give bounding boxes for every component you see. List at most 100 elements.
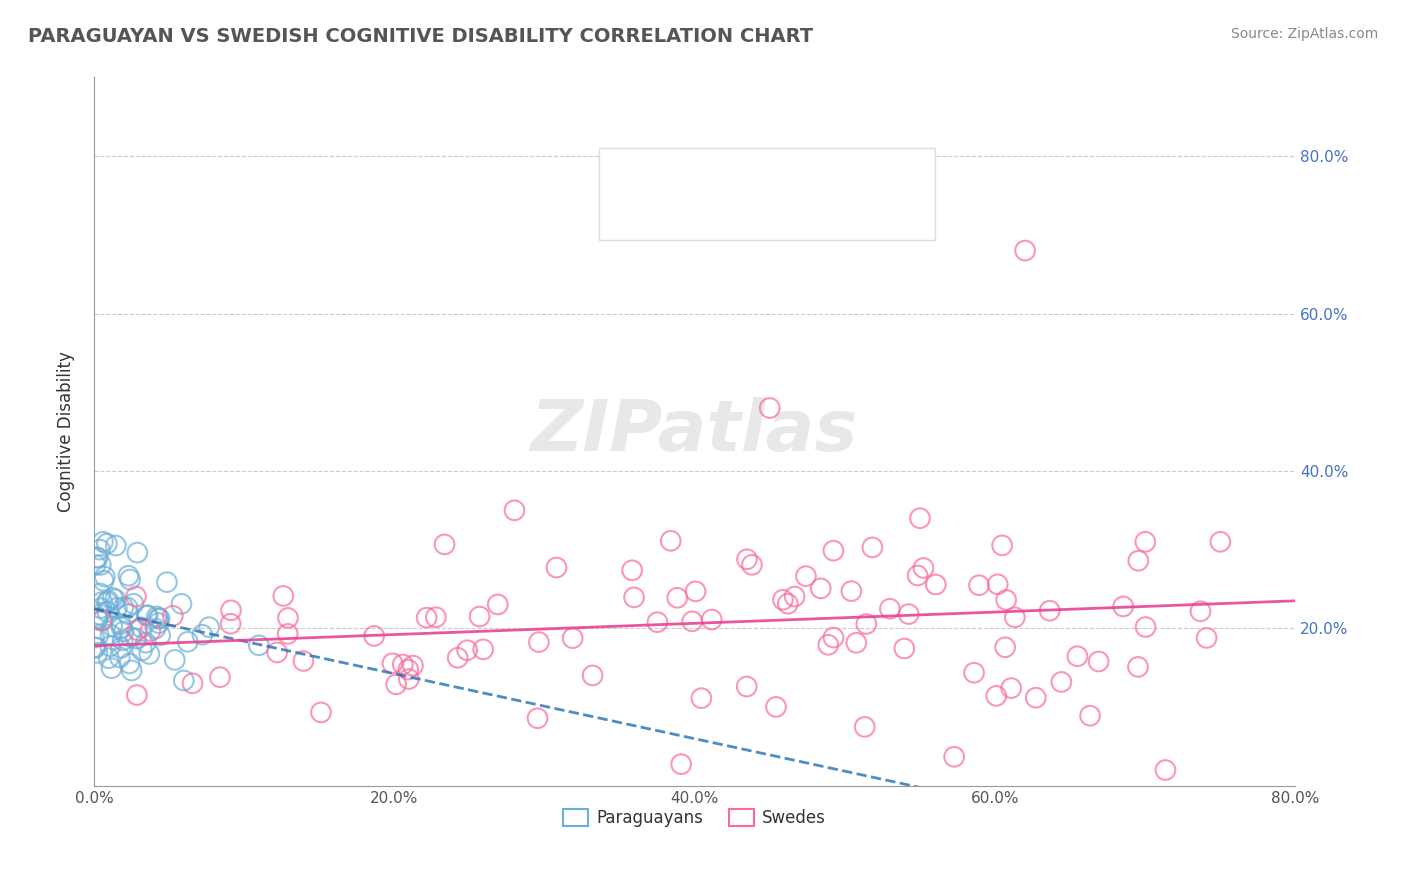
Point: [87, 628, 110, 642]
Point: [700, 613, 723, 627]
Point: [122, 597, 145, 611]
Point: [110, 621, 132, 635]
Point: [363, 629, 385, 643]
Point: [120, 630, 142, 644]
Point: [772, 592, 794, 607]
Point: [86, 550, 108, 565]
Point: [143, 622, 166, 636]
Point: [486, 598, 509, 612]
Point: [879, 601, 901, 615]
Point: [1209, 534, 1232, 549]
Point: [1126, 660, 1149, 674]
Point: [1039, 604, 1062, 618]
Point: [198, 620, 221, 634]
Point: [91, 614, 114, 628]
Point: [219, 616, 242, 631]
Point: [794, 569, 817, 583]
Point: [991, 538, 1014, 552]
Point: [138, 647, 160, 661]
Point: [104, 592, 127, 607]
Point: [117, 600, 139, 615]
Point: [472, 642, 495, 657]
Point: [89, 607, 111, 622]
Point: [90, 601, 112, 615]
Point: [146, 611, 169, 625]
Point: [841, 584, 863, 599]
Point: [1000, 681, 1022, 695]
Point: [415, 610, 437, 624]
Point: [84, 558, 107, 572]
Point: [117, 607, 139, 621]
Point: [163, 653, 186, 667]
Point: [112, 600, 135, 615]
Text: Source: ZipAtlas.com: Source: ZipAtlas.com: [1230, 27, 1378, 41]
Point: [125, 632, 148, 646]
Legend: Paraguayans, Swedes: Paraguayans, Swedes: [557, 803, 832, 834]
Point: [91, 534, 114, 549]
Point: [647, 615, 669, 630]
Point: [208, 670, 231, 684]
Point: [986, 689, 1008, 703]
Point: [823, 543, 845, 558]
Point: [735, 680, 758, 694]
Point: [125, 688, 148, 702]
Point: [177, 634, 200, 648]
Point: [659, 533, 682, 548]
Point: [994, 640, 1017, 655]
Point: [1154, 763, 1177, 777]
Point: [503, 503, 526, 517]
Point: [149, 611, 172, 625]
Point: [963, 665, 986, 680]
Point: [526, 711, 548, 725]
Point: [860, 541, 883, 555]
Point: [447, 650, 470, 665]
Point: [621, 563, 644, 577]
Point: [108, 650, 131, 665]
Point: [546, 560, 568, 574]
Point: [765, 700, 787, 714]
Point: [391, 657, 413, 672]
Point: [89, 586, 111, 600]
Point: [173, 673, 195, 688]
Point: [1195, 631, 1218, 645]
Point: [396, 663, 419, 677]
Point: [97, 651, 120, 665]
Text: ZIPatlas: ZIPatlas: [531, 397, 859, 467]
Text: PARAGUAYAN VS SWEDISH COGNITIVE DISABILITY CORRELATION CHART: PARAGUAYAN VS SWEDISH COGNITIVE DISABILI…: [28, 27, 813, 45]
Point: [101, 591, 124, 605]
Point: [292, 654, 315, 668]
Point: [86, 612, 108, 626]
Point: [118, 657, 141, 671]
Point: [271, 589, 294, 603]
Point: [817, 638, 839, 652]
Point: [685, 584, 707, 599]
Point: [104, 539, 127, 553]
Point: [776, 597, 799, 611]
Point: [690, 691, 713, 706]
Point: [823, 631, 845, 645]
Point: [127, 623, 149, 637]
Point: [1014, 244, 1036, 258]
Point: [117, 568, 139, 582]
Point: [1135, 620, 1157, 634]
Point: [398, 672, 420, 686]
Point: [1112, 599, 1135, 614]
Point: [135, 636, 157, 650]
Point: [995, 593, 1018, 607]
Point: [669, 757, 692, 772]
Point: [845, 636, 868, 650]
Point: [170, 597, 193, 611]
Point: [84, 640, 107, 655]
Point: [129, 620, 152, 634]
Point: [967, 578, 990, 592]
Point: [759, 401, 782, 415]
Point: [893, 641, 915, 656]
Point: [277, 627, 299, 641]
Point: [219, 603, 242, 617]
Point: [105, 601, 128, 615]
Point: [94, 570, 117, 584]
Point: [433, 537, 456, 551]
Point: [1050, 675, 1073, 690]
Point: [131, 643, 153, 657]
Point: [1025, 690, 1047, 705]
